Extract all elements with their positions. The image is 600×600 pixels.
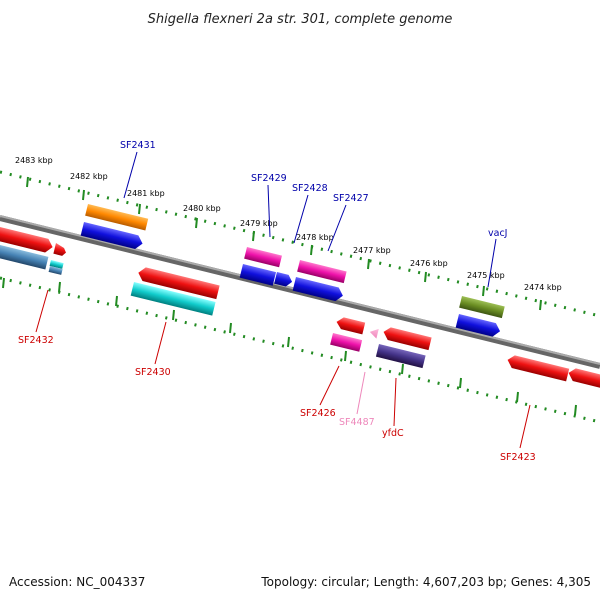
feature-left-red-forward[interactable] xyxy=(0,226,54,254)
ruler-label-2480: 2480 kbp xyxy=(183,204,221,213)
feature-left-red-small[interactable] xyxy=(53,243,67,257)
gene-label-sf2429[interactable]: SF2429 xyxy=(251,173,287,184)
gene-label-vacj[interactable]: vacJ xyxy=(488,228,507,239)
feature-sf2432-cyan[interactable] xyxy=(49,260,64,269)
feature-vacj-olive[interactable] xyxy=(459,296,505,319)
feature-sf2427-magenta[interactable] xyxy=(297,260,347,284)
feature-sf2428-blue-small[interactable] xyxy=(274,272,293,288)
ruler-label-2477: 2477 kbp xyxy=(353,246,391,255)
feature-vacj-blue[interactable] xyxy=(455,314,502,338)
footer-summary: Topology: circular; Length: 4,607,203 bp… xyxy=(260,575,591,589)
ruler-label-2478: 2478 kbp xyxy=(296,233,334,242)
ruler-label-2475: 2475 kbp xyxy=(467,271,505,280)
page-title: Shigella flexneri 2a str. 301, complete … xyxy=(148,12,453,27)
reverse-label-leaders xyxy=(35,289,531,449)
feature-sf2423-red-right[interactable] xyxy=(567,367,600,390)
gene-label-sf2432[interactable]: SF2432 xyxy=(18,335,54,346)
ruler-label-2474: 2474 kbp xyxy=(524,283,562,292)
feature-sf2431-blue[interactable] xyxy=(80,222,145,250)
feature-sf4487-pink[interactable] xyxy=(369,327,379,339)
feature-sf2429-blue[interactable] xyxy=(239,264,277,286)
feature-yfdc-slate[interactable] xyxy=(375,344,426,369)
forward-label-leaders xyxy=(123,151,497,288)
feature-sf2427-blue[interactable] xyxy=(292,277,345,303)
feature-sf2432-steel[interactable] xyxy=(0,244,49,270)
ruler-label-2483: 2483 kbp xyxy=(15,156,53,165)
feature-sf2429-magenta[interactable] xyxy=(244,247,282,268)
gene-label-sf2427[interactable]: SF2427 xyxy=(333,193,369,204)
feature-sf2426-red[interactable] xyxy=(335,316,366,335)
gene-label-sf2423[interactable]: SF2423 xyxy=(500,452,536,463)
gene-label-sf2426[interactable]: SF2426 xyxy=(300,408,336,419)
feature-sf2430-cyan[interactable] xyxy=(130,282,216,316)
feature-sf2432-steel-small[interactable] xyxy=(48,266,63,275)
ruler-label-2479: 2479 kbp xyxy=(240,219,278,228)
gene-label-sf2431[interactable]: SF2431 xyxy=(120,140,156,151)
gene-label-sf4487[interactable]: SF4487 xyxy=(339,417,375,428)
gene-label-sf2430[interactable]: SF2430 xyxy=(135,367,171,378)
ruler-label-2476: 2476 kbp xyxy=(410,259,448,268)
feature-sf2426-magenta[interactable] xyxy=(330,333,363,352)
ruler-label-2482: 2482 kbp xyxy=(70,172,108,181)
feature-sf2430-red[interactable] xyxy=(137,266,220,300)
feature-sf2423-red[interactable] xyxy=(506,354,570,382)
gene-label-sf2428[interactable]: SF2428 xyxy=(292,183,328,194)
footer-accession: Accession: NC_004337 xyxy=(9,575,145,589)
feature-sf2431-orange[interactable] xyxy=(85,204,149,231)
ruler-track-lower xyxy=(0,276,600,424)
ruler-label-2481: 2481 kbp xyxy=(127,189,165,198)
feature-yfdc-red[interactable] xyxy=(382,326,432,351)
gene-label-yfdc[interactable]: yfdC xyxy=(382,428,404,439)
ruler-major-ticks xyxy=(2,176,577,416)
